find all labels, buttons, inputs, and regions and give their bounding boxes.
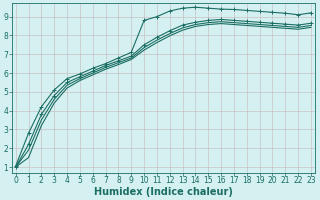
X-axis label: Humidex (Indice chaleur): Humidex (Indice chaleur) (94, 187, 233, 197)
